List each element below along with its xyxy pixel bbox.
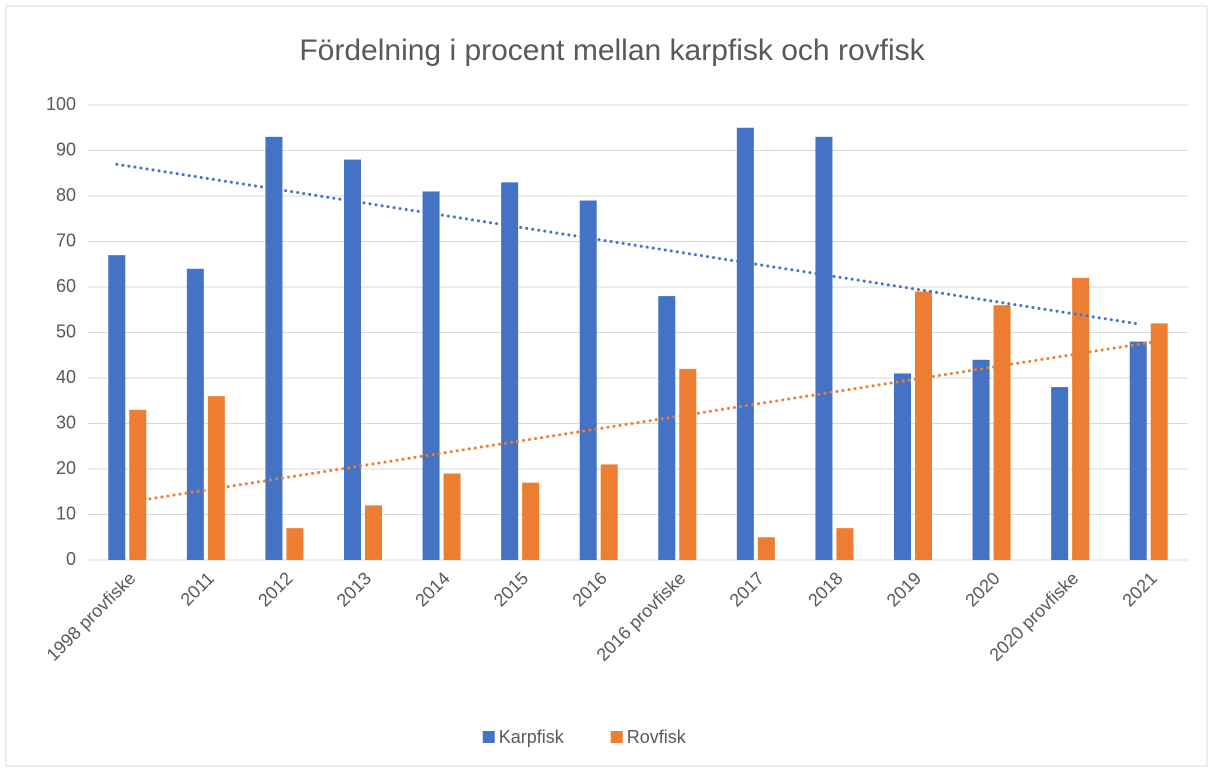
bar [365, 505, 382, 560]
bar [522, 482, 540, 560]
bar [993, 305, 1011, 560]
bar [129, 409, 147, 560]
bar [186, 268, 204, 560]
trendline [136, 339, 1161, 503]
y-tick-label: 20 [56, 458, 76, 478]
legend-label: Karpfisk [499, 727, 565, 747]
bar [836, 528, 854, 560]
bar [443, 473, 461, 560]
bar [579, 200, 597, 561]
bar [344, 159, 361, 560]
y-tick-label: 50 [56, 321, 76, 341]
bar [894, 373, 911, 560]
y-tick-label: 0 [66, 549, 76, 569]
bar [736, 127, 754, 560]
y-tick-label: 100 [46, 94, 76, 114]
bar [501, 182, 519, 560]
bar [265, 136, 283, 560]
y-tick-label: 60 [56, 276, 76, 296]
bar [1129, 341, 1147, 560]
bar [915, 291, 932, 560]
bar [757, 537, 775, 560]
bar [600, 464, 618, 560]
legend-swatch [482, 731, 495, 743]
y-tick-label: 40 [56, 367, 76, 387]
y-tick-label: 80 [56, 185, 76, 205]
y-tick-label: 30 [56, 412, 76, 432]
bar [658, 296, 676, 560]
bar [972, 359, 990, 560]
chart-title: Fördelning i procent mellan karpfisk och… [299, 34, 925, 67]
bar [815, 136, 833, 560]
legend-label: Rovfisk [627, 727, 687, 747]
bar [422, 191, 440, 560]
y-tick-label: 70 [56, 230, 76, 250]
legend-swatch [610, 731, 623, 743]
y-tick-label: 90 [56, 139, 76, 159]
bar [108, 255, 126, 560]
bar [207, 396, 225, 560]
bar [1150, 323, 1168, 560]
y-tick-label: 10 [56, 503, 76, 523]
legend: Karpfisk Rovfisk [482, 727, 687, 747]
bar [679, 368, 697, 560]
bar [1051, 387, 1069, 560]
bar [1072, 277, 1090, 560]
trendline [115, 162, 1140, 326]
bar [286, 528, 304, 560]
